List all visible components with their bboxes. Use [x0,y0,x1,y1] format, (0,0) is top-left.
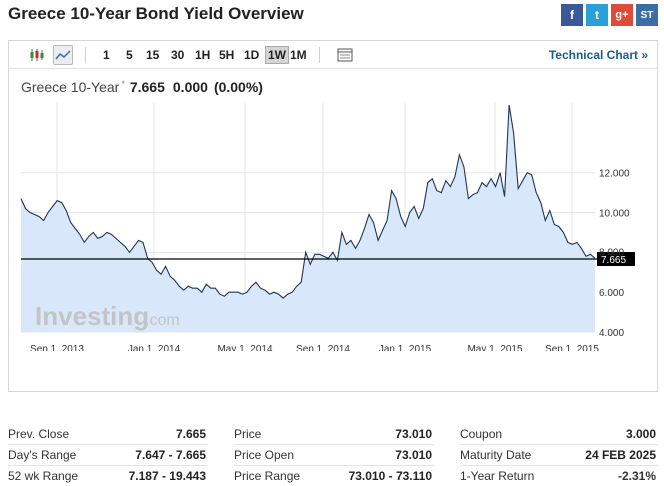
timeframe-1d[interactable]: 1D [244,48,260,62]
stat-value: 73.010 [395,427,432,441]
current-value-badge [597,252,635,267]
stat-label: Day's Range [8,448,77,462]
stat-52wk-range: 52 wk Range 7.187 - 19.443 [8,466,208,486]
stat-label: 1-Year Return [460,469,535,483]
page-title: Greece 10-Year Bond Yield Overview [8,4,304,23]
candlestick-chart-icon[interactable] [27,45,47,65]
stat-value: 7.187 - 19.443 [128,469,206,483]
last-price: 7.665 [129,79,165,95]
price-change-percent: (0.00%) [213,79,263,95]
timeframe-5h[interactable]: 5H [219,48,235,62]
technical-chart-link[interactable]: Technical Chart » [548,48,648,62]
yield-chart[interactable]: Investing.com7.66512.00010.0008.0006.000… [9,41,657,351]
watermark-logo: Investing [35,301,149,331]
current-value-label: 7.665 [601,255,626,266]
x-tick-label: Sep 1, 2015 [545,344,599,351]
stat-value: 3.000 [625,427,656,441]
google-plus-share-button[interactable]: g+ [611,4,633,26]
timeframe-5[interactable]: 5 [126,48,133,62]
data-table-icon[interactable] [335,45,355,65]
stat-price-range: Price Range 73.010 - 73.110 [234,466,434,486]
y-tick-label: 4.000 [599,328,624,339]
stat-coupon: Coupon 3.000 [460,424,658,445]
toolbar-divider [85,47,86,63]
stat-label: Price [234,427,262,441]
chart-toolbar: 1 5 15 30 1H 5H 1D 1W 1M Technical Chart… [9,41,657,69]
stat-value: 24 FEB 2025 [585,448,656,462]
x-tick-label: Jan 1, 2015 [379,344,432,351]
stat-value: 7.665 [175,427,206,441]
x-tick-label: Sep 1, 2013 [30,344,84,351]
stat-price: Price 73.010 [234,424,434,445]
timeframe-30[interactable]: 30 [171,48,185,62]
x-tick-label: Sep 1, 2014 [296,344,350,351]
stat-prev-close: Prev. Close 7.665 [8,424,208,445]
stat-maturity-date: Maturity Date 24 FEB 2025 [460,445,658,466]
twitter-share-button[interactable]: t [586,4,608,26]
area-fill [21,105,595,332]
stat-value: 73.010 - 73.110 [348,469,432,483]
stat-label: Coupon [460,427,503,441]
sharethis-button[interactable]: ST [636,4,658,26]
area-chart-icon[interactable] [53,45,73,65]
instrument-name: Greece 10-Year [21,79,120,95]
stat-label: Price Range [234,469,301,483]
y-tick-label: 8.000 [599,247,624,258]
stat-price-open: Price Open 73.010 [234,445,434,466]
timeframe-15[interactable]: 15 [146,48,160,62]
stat-value: 73.010 [395,448,432,462]
timeframe-1w[interactable]: 1W [265,46,289,64]
chart-widget: 1 5 15 30 1H 5H 1D 1W 1M Technical Chart… [8,40,658,392]
stat-days-range: Day's Range 7.647 - 7.665 [8,445,208,466]
x-tick-label: Jan 1, 2014 [128,344,181,351]
social-share-bar: f t g+ ST [561,4,658,26]
timeframe-1m[interactable]: 1M [290,48,307,62]
delayed-star: * [121,79,125,89]
stat-label: Prev. Close [8,427,70,441]
watermark-suffix: .com [145,312,180,329]
timeframe-1h[interactable]: 1H [195,48,211,62]
stat-label: Price Open [234,448,295,462]
timeframe-1[interactable]: 1 [103,48,110,62]
facebook-share-button[interactable]: f [561,4,583,26]
stat-1-year-return: 1-Year Return -2.31% [460,466,658,486]
y-tick-label: 12.000 [599,169,630,180]
stat-label: 52 wk Range [8,469,79,483]
stat-value: -2.31% [617,469,656,483]
y-tick-label: 10.000 [599,209,630,220]
price-change: 0.000 [172,79,208,95]
x-tick-label: May 1, 2015 [467,344,522,351]
stat-value: 7.647 - 7.665 [135,448,206,462]
stat-label: Maturity Date [460,448,532,462]
quote-header: Greece 10-Year * 7.665 0.000 (0.00%) [21,79,263,95]
series-line [20,104,596,299]
x-tick-label: May 1, 2014 [217,344,272,351]
y-tick-label: 6.000 [599,288,624,299]
toolbar-divider [319,47,320,63]
